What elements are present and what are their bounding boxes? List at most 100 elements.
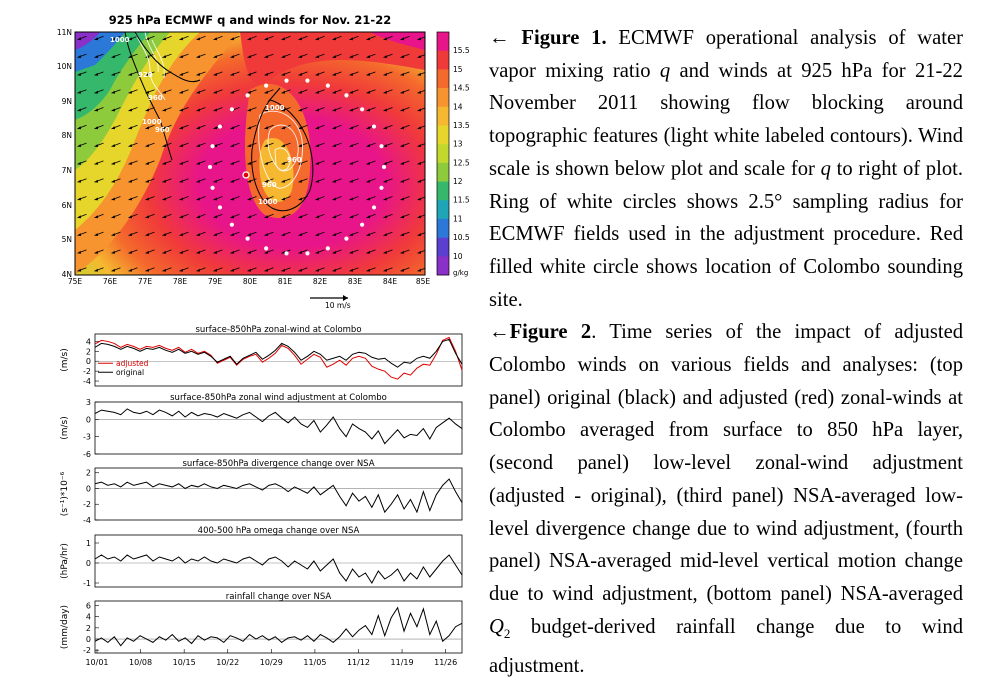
wind-arrow-head: [230, 55, 235, 58]
colorbar-label: 15.5: [453, 46, 470, 55]
legend-label: adjusted: [116, 359, 149, 368]
wind-arrow-head: [417, 215, 422, 219]
wind-arrow-head: [179, 161, 184, 165]
x-tick-label: 10/08: [129, 658, 152, 667]
figure-2-label: Figure 2: [509, 321, 592, 344]
wind-arrow-head: [349, 215, 354, 219]
timeseries-panel: 400-500 hPa omega change over NSA 1 0 -1 (hP…: [60, 526, 463, 588]
wind-arrow-head: [145, 108, 150, 112]
wind-arrow-head: [111, 250, 116, 254]
wind-arrow-head: [230, 161, 235, 165]
wind-arrow-head: [400, 126, 405, 130]
wind-arrow-head: [264, 108, 269, 112]
wind-arrow-head: [298, 72, 303, 76]
wind-arrow-head: [383, 126, 388, 130]
x-tick-label: 11/05: [303, 658, 326, 667]
wind-arrow-head: [213, 108, 218, 112]
wind-arrow-head: [94, 250, 99, 254]
lon-label: 81E: [278, 277, 293, 286]
figure-1-title: 925 hPa ECMWF q and winds for Nov. 21-22: [109, 13, 391, 27]
wind-arrow-head: [213, 161, 218, 165]
map-frame: [74, 31, 426, 276]
wind-arrow-head: [383, 268, 388, 272]
wind-arrow-head: [111, 144, 116, 147]
sampling-point: [325, 83, 330, 88]
wind-arrow-head: [281, 126, 286, 130]
wind-arrow-head: [298, 268, 303, 272]
wind-arrow-head: [366, 197, 371, 201]
wind-arrow-head: [366, 179, 371, 183]
wind-arrow-head: [196, 215, 201, 219]
colorbar-swatch: [437, 50, 449, 70]
wind-arrow-head: [298, 250, 303, 254]
wind-arrow-head: [332, 37, 337, 41]
wind-arrow-head: [349, 90, 354, 94]
wind-arrow-head: [366, 144, 371, 147]
wind-arrow-head: [264, 215, 269, 219]
contour-label: 1000: [110, 36, 130, 44]
caption-segment: ECMWF operational analysis of water vapo…: [489, 27, 964, 82]
moisture-field: [75, 32, 425, 275]
topography-contours: [134, 31, 303, 189]
sampling-point: [379, 185, 384, 190]
wind-arrow-head: [264, 37, 269, 41]
wind-arrow-head: [179, 108, 184, 112]
wind-arrow-head: [349, 250, 354, 254]
wind-arrow-head: [247, 144, 252, 147]
contour-label: 960: [262, 181, 277, 189]
sampling-point: [245, 236, 250, 241]
wind-arrow-head: [162, 268, 167, 272]
wind-arrow-head: [366, 215, 371, 219]
wind-arrow-head: [213, 37, 218, 41]
colorbar-swatch: [437, 162, 449, 182]
lon-label: 77E: [138, 277, 153, 286]
wind-arrow-head: [213, 250, 218, 254]
wind-arrow-head: [400, 72, 405, 76]
sampling-point: [264, 83, 269, 88]
y-axis-label: (s⁻¹)*10⁻⁶: [60, 471, 70, 516]
caption-segment: to right of plot. Ring of white circles …: [489, 157, 963, 311]
latitude-labels: 11N 10N 9N 8N 7N 6N 5N 4N: [57, 28, 72, 279]
wind-arrow-head: [196, 55, 201, 58]
lon-label: 85E: [416, 277, 431, 286]
y-tick-label: 2: [86, 347, 91, 356]
wind-arrow-head: [264, 250, 269, 254]
wind-arrow-head: [111, 37, 116, 41]
wind-arrow-head: [349, 233, 354, 236]
wind-arrow-head: [196, 126, 201, 130]
wind-arrow-head: [417, 144, 422, 147]
figure-2-caption: ←Figure 2. Time series of the impact of …: [489, 316, 963, 683]
wind-arrow-head: [77, 108, 82, 112]
wind-arrow-head: [400, 144, 405, 147]
wind-arrow-head: [77, 37, 82, 41]
wind-arrow-head: [298, 179, 303, 183]
wind-arrow-head: [145, 37, 150, 41]
wind-arrow-head: [264, 179, 269, 183]
left-arrow-icon: ←: [489, 321, 510, 344]
wind-arrow-head: [366, 250, 371, 254]
x-tick-label: 10/29: [260, 658, 283, 667]
wind-arrow-head: [162, 250, 167, 254]
wind-arrow-head: [315, 108, 320, 112]
sampling-point: [210, 144, 215, 149]
wind-arrow-head: [145, 197, 150, 201]
wind-arrow-head: [111, 233, 116, 236]
wind-arrow-head: [315, 233, 320, 236]
timeseries-panel: rainfall change over NSA 6 4 2 0 -2 (mm/day) 10…: [60, 592, 463, 667]
wind-arrow-head: [196, 37, 201, 41]
sampling-point: [229, 107, 234, 112]
y-axis-label: (mm/day): [60, 605, 70, 649]
caption-symbol: q: [820, 157, 831, 180]
wind-arrow-head: [111, 179, 116, 183]
wind-arrow-head: [128, 90, 133, 94]
wind-arrow-head: [264, 55, 269, 58]
lat-label: 11N: [57, 28, 72, 37]
wind-arrow-head: [315, 55, 320, 58]
sampling-ring: [207, 78, 387, 256]
wind-arrow-head: [213, 55, 218, 58]
lon-label: 80E: [243, 277, 258, 286]
y-tick-label: -2: [83, 367, 91, 376]
wind-arrow-head: [298, 233, 303, 236]
wind-arrow-head: [128, 197, 133, 201]
wind-arrow-head: [196, 179, 201, 183]
